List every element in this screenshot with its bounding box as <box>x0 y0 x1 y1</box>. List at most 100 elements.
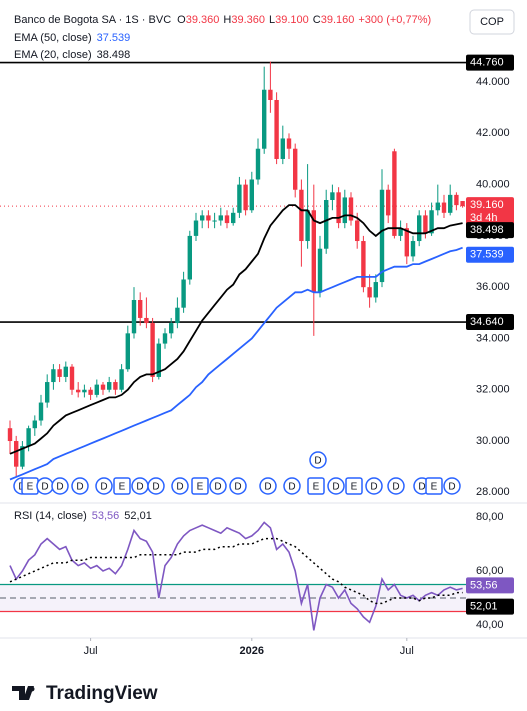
y-tick-label: 34.000 <box>476 332 510 344</box>
candle-body <box>32 420 37 429</box>
rsi-ma-line <box>9 537 463 605</box>
last-price-tag-box <box>466 197 514 226</box>
event-label: D <box>152 482 159 493</box>
candle-body <box>20 446 25 467</box>
legend-value: 38.498 <box>97 49 131 61</box>
candle-body <box>200 215 205 221</box>
candle-body <box>255 148 261 180</box>
event-label: D <box>76 482 83 493</box>
candle-body <box>293 148 298 190</box>
rsi-tick-label: 60,00 <box>476 565 504 577</box>
ema-line <box>9 204 463 455</box>
symbol: Banco de Bogota SA · 1S · BVC <box>14 14 171 26</box>
x-tick-label: Jul <box>84 645 98 657</box>
event-label: D <box>234 482 241 493</box>
candle-body <box>76 389 81 393</box>
candle-body <box>392 151 397 236</box>
candle-body <box>435 202 440 211</box>
ohlc-value: 39.100 <box>275 14 309 26</box>
ohlc-value: 39.360 <box>231 14 265 26</box>
event-label: D <box>214 482 221 493</box>
candle-body <box>336 192 341 224</box>
candle-body <box>175 307 180 324</box>
ohlc-letter: O <box>177 14 186 26</box>
x-tick-label: 2026 <box>240 645 264 657</box>
event-badge <box>283 477 301 495</box>
event-badge <box>171 477 189 495</box>
ohlc-letter: L <box>269 14 275 26</box>
event-badge <box>327 477 345 495</box>
currency[interactable]: COP <box>480 16 504 28</box>
candle-body <box>51 369 56 383</box>
currency-box[interactable] <box>469 9 515 35</box>
candle-body <box>448 194 453 213</box>
candle-body <box>355 220 360 242</box>
candle-body <box>262 89 267 149</box>
candle-body <box>100 384 106 390</box>
candle-body <box>224 215 230 224</box>
ema-tag: 38.498 <box>470 224 504 236</box>
event-badge <box>307 477 325 495</box>
event-badge <box>259 477 277 495</box>
candle-body <box>268 89 273 100</box>
brand: TradingView <box>46 683 158 704</box>
candle-body <box>386 189 391 216</box>
event-label: D <box>370 482 377 493</box>
rsi-legend: RSI (14, close) 53,56 52,01 <box>14 510 152 522</box>
event-label: E <box>27 482 34 493</box>
rsi-tick-label: 80,00 <box>476 511 504 523</box>
candle-body <box>410 241 416 257</box>
candle-body <box>69 366 75 390</box>
candle-body <box>274 100 279 159</box>
rsi-tag-box <box>466 577 514 594</box>
rsi-ma-tag-box <box>466 598 514 615</box>
candle-body <box>398 228 403 236</box>
event-badge <box>95 477 113 495</box>
legend-name: EMA (20, close) <box>14 49 92 61</box>
rsi-line <box>9 521 463 631</box>
candle-body <box>243 184 248 211</box>
candle-body <box>14 441 19 467</box>
candle-body <box>107 382 112 390</box>
event-badge <box>209 477 227 495</box>
candle-body <box>367 287 372 298</box>
event-badge <box>365 477 383 495</box>
candle-body <box>26 428 31 447</box>
y-tick-label: 40.000 <box>476 179 510 191</box>
event-badge <box>51 477 69 495</box>
ema-tag-box <box>466 222 514 239</box>
rsi-value: 53,56 <box>92 510 120 522</box>
event-label: D <box>176 482 183 493</box>
candle-body <box>305 210 310 242</box>
event-badge <box>229 477 247 495</box>
last-price-tag-countdown: 3d 4h <box>470 212 498 224</box>
ema-line <box>9 246 463 481</box>
candle-body <box>348 197 354 221</box>
candle-body <box>63 366 68 377</box>
candle-body <box>423 215 428 234</box>
candle-body <box>150 323 155 377</box>
event-label: D <box>418 482 425 493</box>
candle-body <box>119 369 124 390</box>
rsi-tick-label: 40,00 <box>476 619 504 631</box>
last-price-tag: 39.160 <box>470 199 504 211</box>
logo-dot <box>29 686 35 692</box>
event-badge <box>71 477 89 495</box>
event-label: D <box>392 482 399 493</box>
level-tag-box <box>466 54 514 71</box>
event-badge <box>345 477 363 495</box>
candle-body <box>144 317 149 324</box>
event-badge <box>147 477 165 495</box>
x-tick-label: Jul <box>400 645 414 657</box>
change: +300 (+0,77%) <box>358 14 431 26</box>
candle-body <box>131 300 137 334</box>
event-label: D <box>136 482 143 493</box>
candle-body <box>187 235 192 280</box>
candle-body <box>417 215 422 242</box>
y-tick-label: 44.000 <box>476 76 510 88</box>
ohlc-letter: H <box>223 14 231 26</box>
candle-body <box>317 248 323 293</box>
rsi-ma-value: 52,01 <box>124 510 152 522</box>
legend-value: 37.539 <box>97 32 131 44</box>
event-badge <box>387 477 405 495</box>
